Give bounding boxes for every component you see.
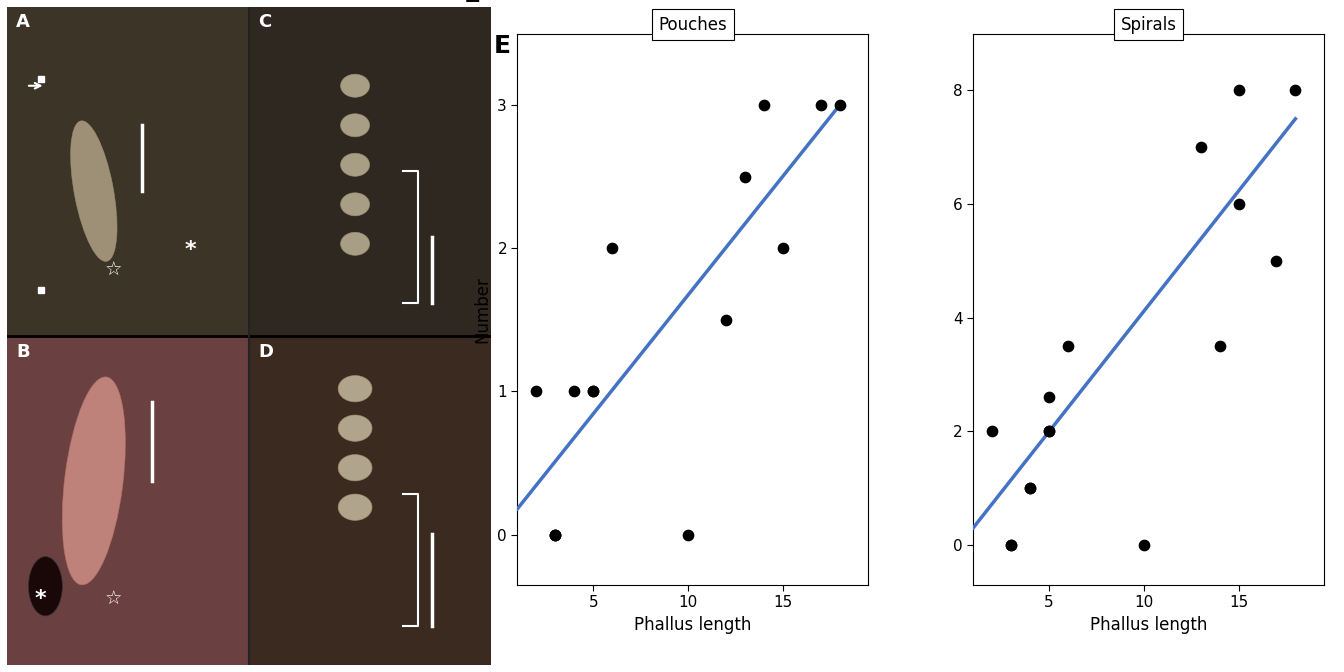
Point: [1000, 540, 1021, 550]
X-axis label: Phallus length: Phallus length: [634, 616, 751, 634]
Point: [1039, 426, 1060, 437]
Text: ☆: ☆: [105, 261, 122, 280]
Point: [1058, 341, 1079, 351]
X-axis label: Phallus length: Phallus length: [1090, 616, 1207, 634]
Point: [1133, 540, 1154, 550]
Ellipse shape: [340, 114, 370, 137]
Text: E: E: [464, 0, 481, 7]
Point: [1228, 85, 1250, 96]
Point: [1019, 482, 1040, 493]
Text: *: *: [35, 589, 47, 610]
Bar: [7, 7, 249, 336]
Text: *: *: [184, 241, 196, 260]
Text: A: A: [16, 13, 31, 32]
Point: [1000, 540, 1021, 550]
Point: [526, 386, 547, 396]
Point: [544, 529, 566, 540]
Point: [602, 243, 624, 253]
Point: [582, 386, 603, 396]
Point: [1285, 85, 1306, 96]
Ellipse shape: [339, 494, 372, 520]
Text: D: D: [258, 343, 273, 361]
Ellipse shape: [62, 377, 125, 585]
Point: [1189, 142, 1211, 153]
Point: [1266, 255, 1288, 266]
Point: [981, 426, 1003, 437]
Point: [1039, 426, 1060, 437]
Bar: [7, 336, 249, 665]
Ellipse shape: [339, 415, 372, 442]
Bar: [249, 7, 491, 336]
Title: Pouches: Pouches: [659, 15, 727, 34]
Point: [677, 529, 699, 540]
Text: ☆: ☆: [105, 590, 122, 609]
Ellipse shape: [340, 74, 370, 97]
Text: E: E: [493, 34, 511, 58]
Point: [1019, 482, 1040, 493]
Ellipse shape: [71, 121, 117, 261]
Point: [771, 243, 793, 253]
Point: [829, 99, 851, 110]
Bar: [249, 336, 491, 665]
Text: C: C: [258, 13, 271, 32]
Point: [544, 529, 566, 540]
Ellipse shape: [340, 233, 370, 255]
Point: [1208, 341, 1230, 351]
Point: [753, 99, 774, 110]
Point: [1039, 392, 1060, 403]
Point: [810, 99, 832, 110]
Point: [544, 529, 566, 540]
Ellipse shape: [339, 454, 372, 481]
Point: [1228, 199, 1250, 210]
Point: [563, 386, 585, 396]
Ellipse shape: [28, 556, 62, 616]
Point: [715, 314, 737, 325]
Point: [734, 171, 755, 182]
Title: Spirals: Spirals: [1121, 15, 1176, 34]
Text: B: B: [16, 343, 30, 361]
Ellipse shape: [340, 193, 370, 216]
Ellipse shape: [340, 153, 370, 176]
Y-axis label: Number: Number: [473, 276, 492, 343]
Ellipse shape: [339, 376, 372, 402]
Point: [582, 386, 603, 396]
